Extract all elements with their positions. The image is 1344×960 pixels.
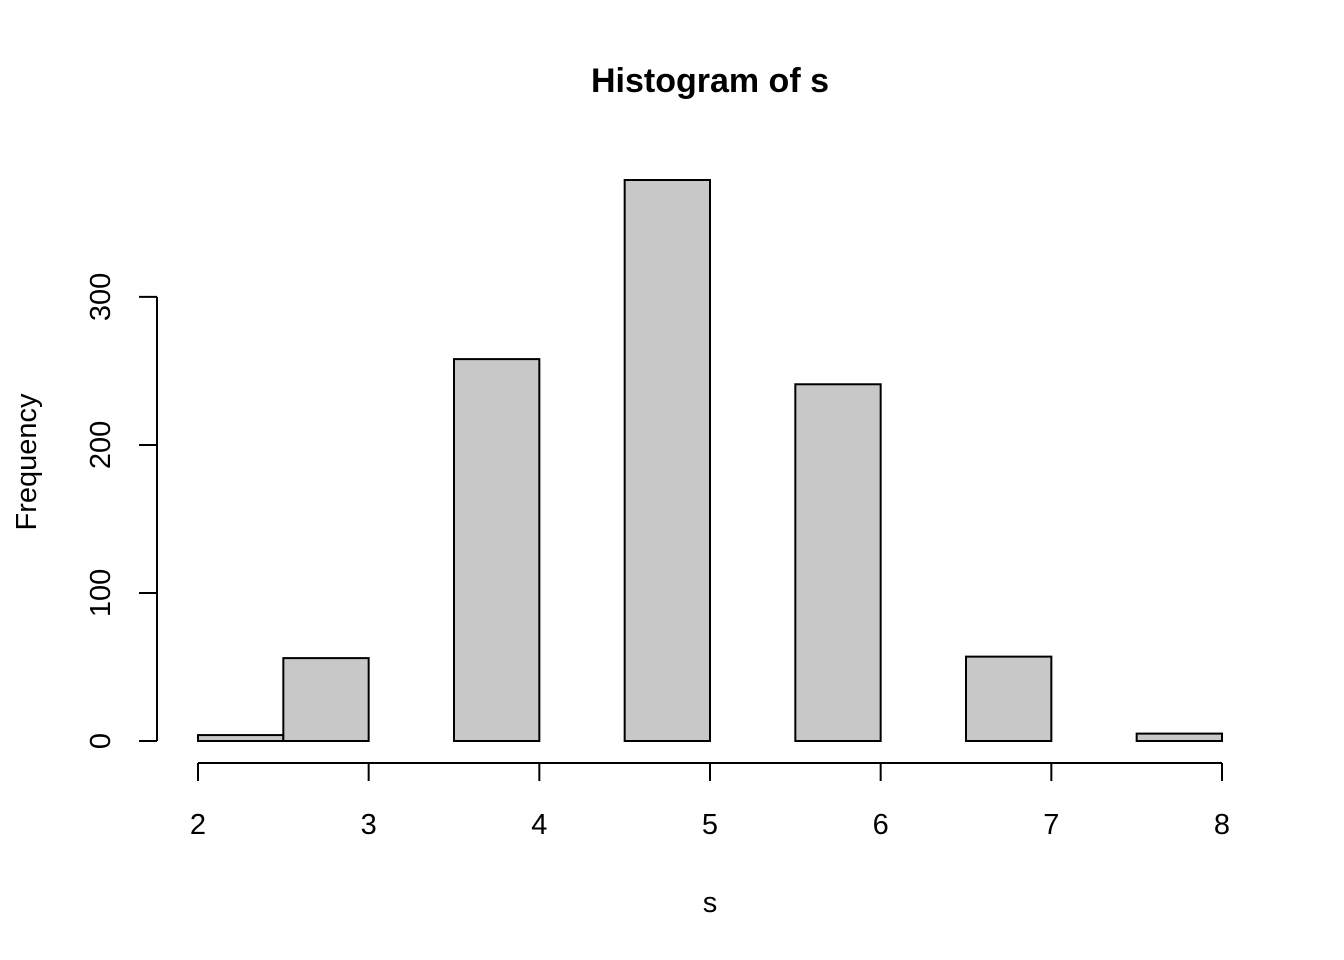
- x-tick-label: 2: [190, 809, 206, 841]
- x-tick-label: 6: [873, 809, 889, 841]
- chart-title: Histogram of s: [591, 62, 829, 100]
- x-tick-label: 4: [531, 809, 547, 841]
- bar: [197, 734, 285, 743]
- y-tick-label: 100: [85, 569, 117, 617]
- bar: [794, 383, 882, 742]
- y-tick-label: 200: [85, 421, 117, 469]
- bar: [965, 655, 1053, 743]
- x-tick-label: 7: [1043, 809, 1059, 841]
- x-tick-label: 8: [1214, 809, 1230, 841]
- x-tick-label: 5: [702, 809, 718, 841]
- x-tick-label: 3: [361, 809, 377, 841]
- bar: [1135, 732, 1223, 742]
- y-axis-label: Frequency: [11, 393, 43, 531]
- y-tick-label: 0: [85, 733, 117, 749]
- bar: [623, 179, 712, 742]
- y-tick-label: 300: [85, 273, 117, 321]
- x-axis-label: s: [703, 887, 718, 919]
- bar: [453, 358, 541, 742]
- bar: [282, 657, 370, 742]
